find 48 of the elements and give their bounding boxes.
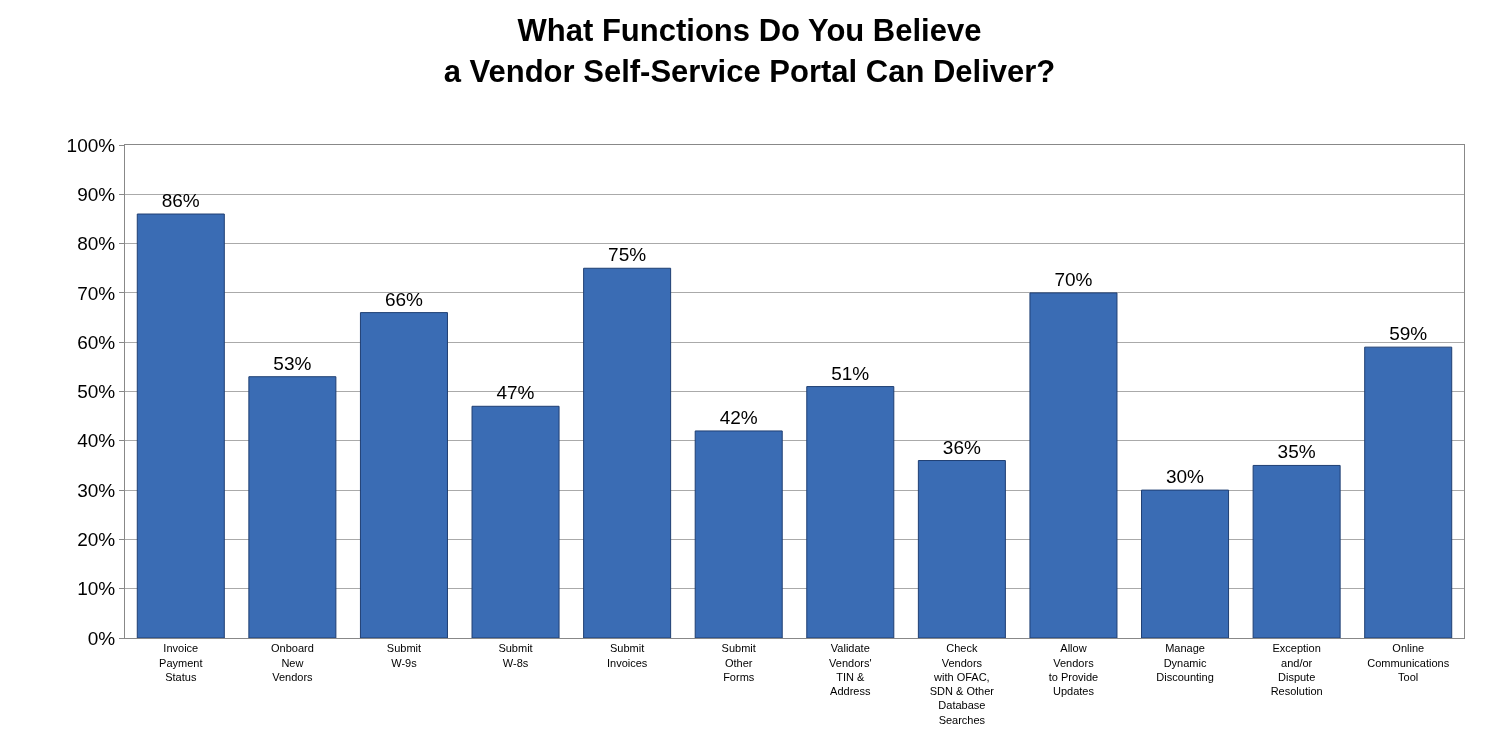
bar — [1029, 292, 1118, 638]
y-tick-label: 0% — [87, 627, 116, 649]
x-tick-label: Submit W-8s — [498, 642, 533, 669]
bar — [1364, 346, 1453, 638]
bar — [806, 386, 895, 638]
data-label: 35% — [1277, 441, 1316, 463]
bar — [1141, 489, 1230, 638]
y-tick-label: 30% — [77, 479, 116, 501]
chart-title: What Functions Do You Believe a Vendor Self-Service Portal Can Deliver? — [443, 13, 1056, 89]
data-label: 30% — [1165, 466, 1205, 488]
y-tick-label: 40% — [77, 430, 116, 452]
data-label: 86% — [161, 190, 200, 212]
data-label: 70% — [1054, 268, 1093, 290]
y-tick-label: 10% — [77, 578, 116, 600]
x-tick-label: Invoice Payment Status — [159, 642, 203, 683]
x-tick-label: Submit W-9s — [386, 642, 422, 669]
data-label: 75% — [608, 244, 647, 266]
y-tick-label: 50% — [77, 381, 116, 403]
data-label: 53% — [273, 352, 312, 374]
x-tick-label: Validate Vendors' TIN & Address — [829, 642, 872, 698]
bar — [471, 405, 560, 638]
bar — [359, 312, 448, 638]
bar — [1252, 464, 1341, 638]
data-label: 59% — [1389, 323, 1428, 345]
bar — [917, 460, 1006, 638]
data-label: 42% — [719, 406, 758, 428]
y-tick-label: 100% — [66, 134, 116, 156]
y-tick-label: 90% — [77, 183, 116, 205]
x-tick-label: Submit Other Forms — [721, 642, 756, 683]
data-label: 47% — [496, 382, 535, 404]
x-tick-label: Online Communications Tool — [1367, 642, 1450, 683]
y-tick-label: 60% — [77, 331, 116, 353]
x-tick-label: Submit Invoices — [606, 642, 648, 669]
data-label: 36% — [942, 436, 981, 458]
x-tick-label: Manage Dynamic Discounting — [1156, 642, 1214, 683]
y-tick-label: 70% — [77, 282, 116, 304]
x-tick-label: Allow Vendors to Provide Updates — [1048, 642, 1099, 698]
y-tick-label: 20% — [77, 529, 116, 551]
data-label: 66% — [384, 288, 424, 310]
x-tick-label: Exception and/or Dispute Resolution — [1270, 642, 1323, 698]
bar — [248, 376, 337, 638]
x-tick-label: Onboard New Vendors — [270, 642, 314, 683]
bar — [694, 430, 783, 638]
bar — [136, 213, 225, 638]
x-tick-label: Check Vendors with OFAC, SDN & Other Database Searches — [929, 642, 995, 726]
data-label: 51% — [831, 362, 870, 384]
y-tick-label: 80% — [77, 233, 116, 255]
bar — [583, 267, 672, 638]
